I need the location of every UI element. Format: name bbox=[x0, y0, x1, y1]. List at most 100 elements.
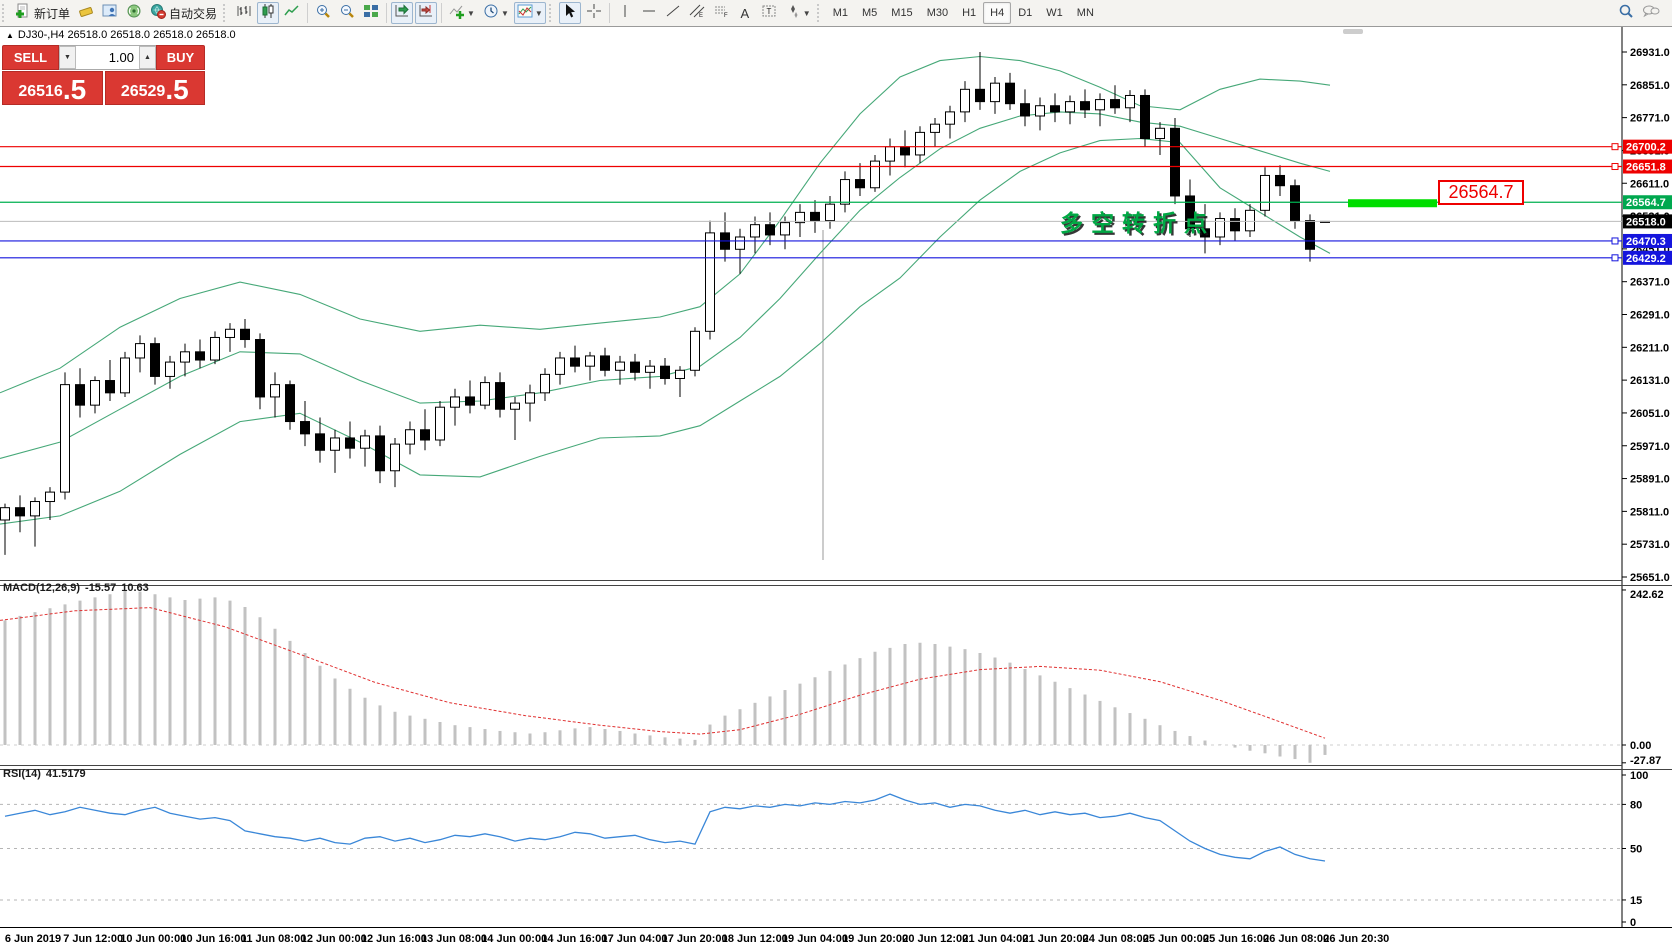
rsi-axis-label: 0 bbox=[1630, 917, 1636, 929]
buy-button[interactable]: BUY bbox=[156, 45, 205, 70]
price-badge-label: 26470.3 bbox=[1626, 236, 1666, 248]
main-toolbar: 新订单 自动交易 bbox=[0, 0, 1672, 27]
timeframe-button-d1[interactable]: D1 bbox=[1011, 2, 1039, 24]
price-axis-label: 26851.0 bbox=[1630, 80, 1670, 92]
line-handle[interactable] bbox=[1611, 254, 1619, 262]
timeframe-label: M30 bbox=[926, 7, 949, 19]
fibonacci-tool-button[interactable]: F bbox=[710, 2, 732, 24]
candle bbox=[30, 497, 40, 547]
timeframe-label: H4 bbox=[990, 7, 1005, 19]
candle bbox=[1170, 118, 1180, 205]
tile-windows-button[interactable] bbox=[360, 2, 382, 24]
candlestick-chart-icon bbox=[260, 3, 276, 24]
candle bbox=[780, 216, 790, 250]
toolbar-separator bbox=[386, 3, 388, 23]
autotrade-button[interactable]: 自动交易 bbox=[147, 2, 220, 24]
macd-name: MACD(12,26,9) bbox=[3, 582, 81, 594]
search-icon bbox=[1618, 3, 1634, 24]
candle bbox=[855, 163, 865, 196]
price-badge bbox=[1623, 233, 1672, 248]
zoom-in-button[interactable] bbox=[312, 2, 334, 24]
date-axis-label: 24 Jun 08:00 bbox=[1083, 933, 1149, 945]
timeframe-label: H1 bbox=[962, 7, 977, 19]
horizontal-line-icon bbox=[641, 3, 657, 24]
price-axis-label: 26291.0 bbox=[1630, 310, 1670, 322]
tile-windows-icon bbox=[363, 3, 379, 24]
candle bbox=[225, 323, 235, 352]
line-handle[interactable] bbox=[1611, 163, 1619, 171]
channel-tool-button[interactable]: E bbox=[686, 2, 708, 24]
price-badge bbox=[1623, 250, 1672, 265]
timeframe-button-h4[interactable]: H4 bbox=[983, 2, 1012, 24]
toolbar-grip bbox=[816, 4, 824, 22]
text-tool-button[interactable]: A bbox=[734, 2, 756, 24]
zoom-out-button[interactable] bbox=[336, 2, 358, 24]
volume-decrease-button[interactable]: ▼ bbox=[59, 46, 76, 69]
text-tool-icon: A bbox=[740, 5, 750, 21]
shapes-tool-button[interactable]: ▼ bbox=[782, 2, 814, 24]
price-axis-label: 26771.0 bbox=[1630, 113, 1670, 125]
timeframe-button-mn[interactable]: MN bbox=[1070, 2, 1101, 24]
trendline-tool-button[interactable] bbox=[662, 2, 684, 24]
buy-price-box[interactable]: 26529.5 bbox=[104, 71, 205, 105]
candle bbox=[600, 347, 610, 377]
crosshair-button[interactable] bbox=[583, 2, 605, 24]
cursor-button[interactable] bbox=[558, 2, 581, 24]
dropdown-arrow-icon: ▼ bbox=[467, 8, 475, 18]
candlestick-chart-button[interactable] bbox=[257, 2, 280, 24]
candle bbox=[810, 200, 820, 233]
timeframe-button-m30[interactable]: M30 bbox=[920, 2, 955, 24]
new-order-button[interactable]: 新订单 bbox=[12, 2, 73, 24]
indicators-button[interactable]: ▼ bbox=[446, 2, 478, 24]
line-handle[interactable] bbox=[1611, 143, 1619, 151]
chart-window-button[interactable] bbox=[99, 2, 121, 24]
candle bbox=[870, 154, 880, 192]
timeframe-button-m1[interactable]: M1 bbox=[826, 2, 855, 24]
rsi-value: 41.5179 bbox=[45, 768, 86, 780]
macd-signal-value: 10.63 bbox=[121, 582, 149, 594]
templates-button[interactable]: ▼ bbox=[513, 2, 546, 24]
quotes-icon bbox=[78, 3, 94, 24]
cursor-icon bbox=[562, 3, 578, 24]
bollinger-lower-band bbox=[0, 137, 1331, 525]
bollinger-middle-band bbox=[0, 111, 1331, 460]
vertical-line-tool-button[interactable] bbox=[614, 2, 636, 24]
timeframe-button-m5[interactable]: M5 bbox=[855, 2, 884, 24]
quotes-button[interactable] bbox=[75, 2, 97, 24]
sell-button[interactable]: SELL bbox=[2, 45, 59, 70]
candle bbox=[1050, 93, 1060, 123]
text-label-tool-button[interactable]: T bbox=[758, 2, 780, 24]
sell-price-box[interactable]: 26516.5 bbox=[2, 71, 103, 105]
horizontal-line-tool-button[interactable] bbox=[638, 2, 660, 24]
candle bbox=[525, 384, 535, 422]
price-axis-label: 26371.0 bbox=[1630, 277, 1670, 289]
candle bbox=[435, 401, 445, 447]
candle bbox=[585, 351, 595, 381]
date-axis-label: 20 Jun 12:00 bbox=[902, 933, 968, 945]
timeframe-button-h1[interactable]: H1 bbox=[955, 2, 983, 24]
line-handle[interactable] bbox=[1611, 237, 1619, 245]
chat-button[interactable] bbox=[1639, 2, 1663, 24]
date-axis-label: 11 Jun 08:00 bbox=[241, 933, 306, 945]
candle bbox=[255, 333, 265, 410]
auto-scroll-button[interactable] bbox=[391, 2, 414, 24]
signal-button[interactable] bbox=[123, 2, 145, 24]
candle bbox=[15, 495, 25, 533]
line-chart-button[interactable] bbox=[281, 2, 303, 24]
volume-increase-button[interactable]: ▲ bbox=[139, 46, 156, 69]
search-button[interactable] bbox=[1615, 2, 1637, 24]
timeframe-button-m15[interactable]: M15 bbox=[884, 2, 919, 24]
candle bbox=[1005, 72, 1015, 110]
vertical-line-icon bbox=[619, 3, 631, 24]
candle bbox=[540, 368, 550, 402]
timeframe-button-w1[interactable]: W1 bbox=[1039, 2, 1070, 24]
rsi-line bbox=[4, 793, 1326, 862]
chart-shift-button[interactable] bbox=[415, 2, 438, 24]
periods-button[interactable]: ▼ bbox=[480, 2, 512, 24]
volume-input[interactable] bbox=[76, 46, 139, 69]
candle bbox=[195, 339, 205, 369]
scrollbar-thumb[interactable] bbox=[1343, 29, 1363, 34]
bar-chart-button[interactable] bbox=[233, 2, 255, 24]
candle bbox=[210, 331, 220, 365]
